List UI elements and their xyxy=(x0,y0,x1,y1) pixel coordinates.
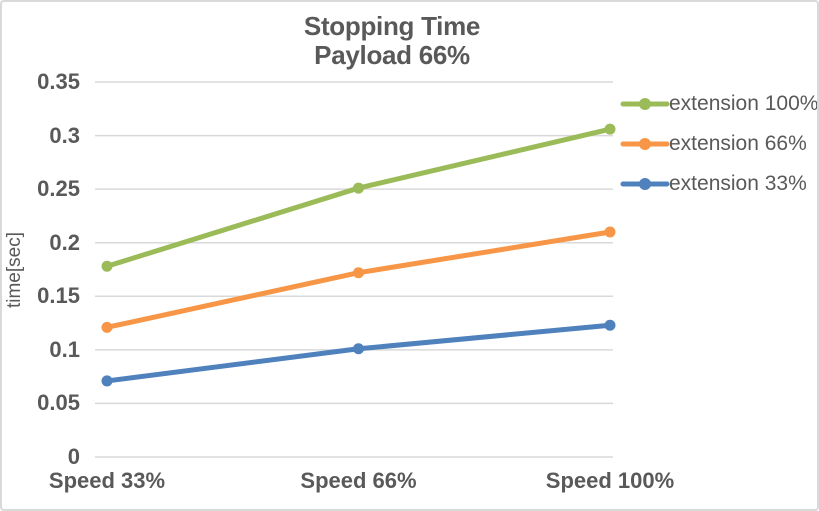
chart-title: Stopping Time xyxy=(303,11,481,41)
legend-line-marker-icon xyxy=(620,178,670,190)
data-point xyxy=(101,375,113,387)
data-point xyxy=(604,123,616,135)
y-tick-label: 0.25 xyxy=(37,176,80,202)
legend-item-extension-100: extension 100% xyxy=(620,91,819,117)
legend-label: extension 33% xyxy=(669,172,807,195)
chart-subtitle: Payload 66% xyxy=(314,40,470,70)
data-point xyxy=(353,267,364,279)
y-tick-label: 0.1 xyxy=(49,336,80,362)
x-tick-label: Speed 100% xyxy=(545,468,675,493)
y-tick-label: 0 xyxy=(67,444,80,469)
data-point xyxy=(353,182,364,194)
data-point xyxy=(604,319,616,331)
y-tick-label: 0.05 xyxy=(37,390,80,416)
chart-title-block: Stopping Time Payload 66% xyxy=(2,12,782,70)
legend: extension 100% extension 66% extension 3… xyxy=(620,91,819,197)
data-point xyxy=(353,343,364,355)
data-point xyxy=(604,226,616,238)
legend-item-extension-33: extension 33% xyxy=(620,171,817,197)
data-point xyxy=(101,260,113,272)
y-tick-label: 0.15 xyxy=(37,283,80,309)
data-point xyxy=(101,321,113,333)
legend-label: extension 100% xyxy=(669,92,819,115)
x-tick-label: Speed 33% xyxy=(48,468,166,493)
series-line-extension-66- xyxy=(104,229,613,330)
plot-area xyxy=(95,81,616,458)
y-tick-label: 0.2 xyxy=(49,229,80,255)
y-tick-label: 0.35 xyxy=(37,69,80,94)
legend-item-extension-66: extension 66% xyxy=(620,131,817,157)
y-tick-label: 0.3 xyxy=(49,122,80,148)
legend-line-marker-icon xyxy=(620,138,670,150)
legend-label: extension 66% xyxy=(669,132,807,155)
x-tick-label: Speed 66% xyxy=(300,468,417,493)
legend-line-marker-icon xyxy=(620,98,670,110)
